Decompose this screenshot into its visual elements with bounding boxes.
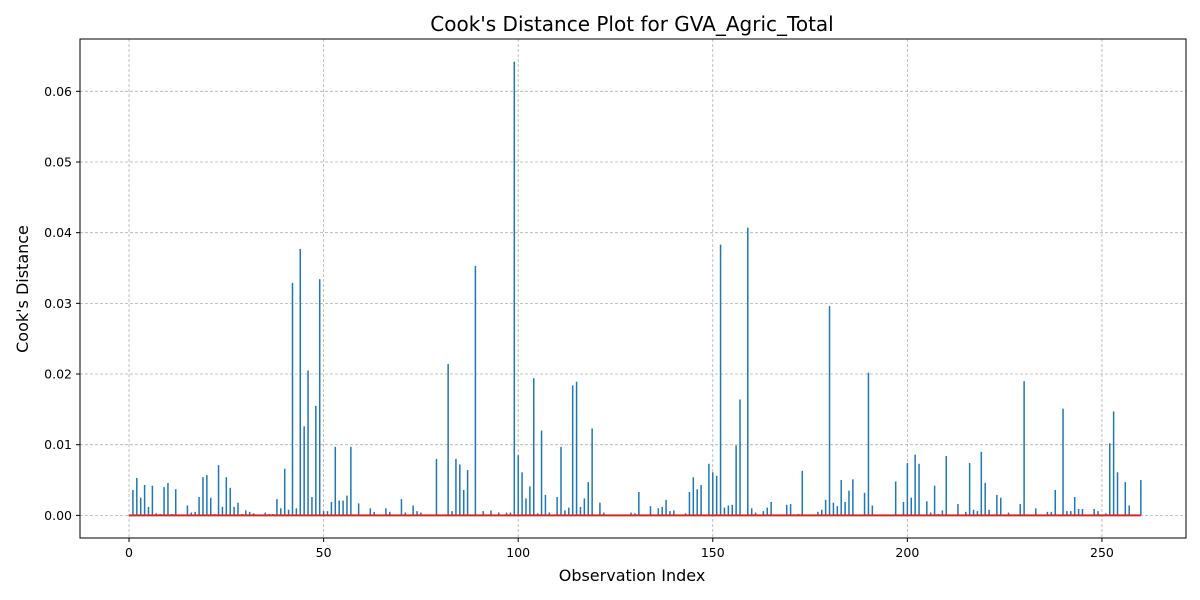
grid-lines	[80, 39, 1186, 538]
y-tick-label: 0.05	[44, 154, 72, 169]
y-axis-label: Cook's Distance	[13, 225, 32, 353]
y-axis-ticks: 0.00 0.01 0.02 0.03 0.04 0.05 0.06	[44, 84, 80, 523]
y-tick-label: 0.04	[44, 225, 72, 240]
y-tick-label: 0.01	[44, 437, 72, 452]
x-axis-label: Observation Index	[559, 566, 706, 585]
stem-series	[128, 61, 1142, 516]
x-tick-label: 100	[506, 545, 530, 560]
x-tick-label: 0	[125, 545, 133, 560]
chart-title: Cook's Distance Plot for GVA_Agric_Total	[430, 12, 833, 36]
y-tick-label: 0.00	[44, 508, 72, 523]
x-tick-label: 200	[895, 545, 919, 560]
y-tick-label: 0.03	[44, 296, 72, 311]
y-tick-label: 0.06	[44, 84, 72, 99]
x-tick-label: 50	[316, 545, 332, 560]
x-axis-ticks: 0 50 100 150 200 250	[125, 538, 1114, 560]
x-tick-label: 250	[1090, 545, 1114, 560]
y-tick-label: 0.02	[44, 367, 72, 382]
x-tick-label: 150	[701, 545, 725, 560]
plot-frame	[79, 38, 1187, 539]
